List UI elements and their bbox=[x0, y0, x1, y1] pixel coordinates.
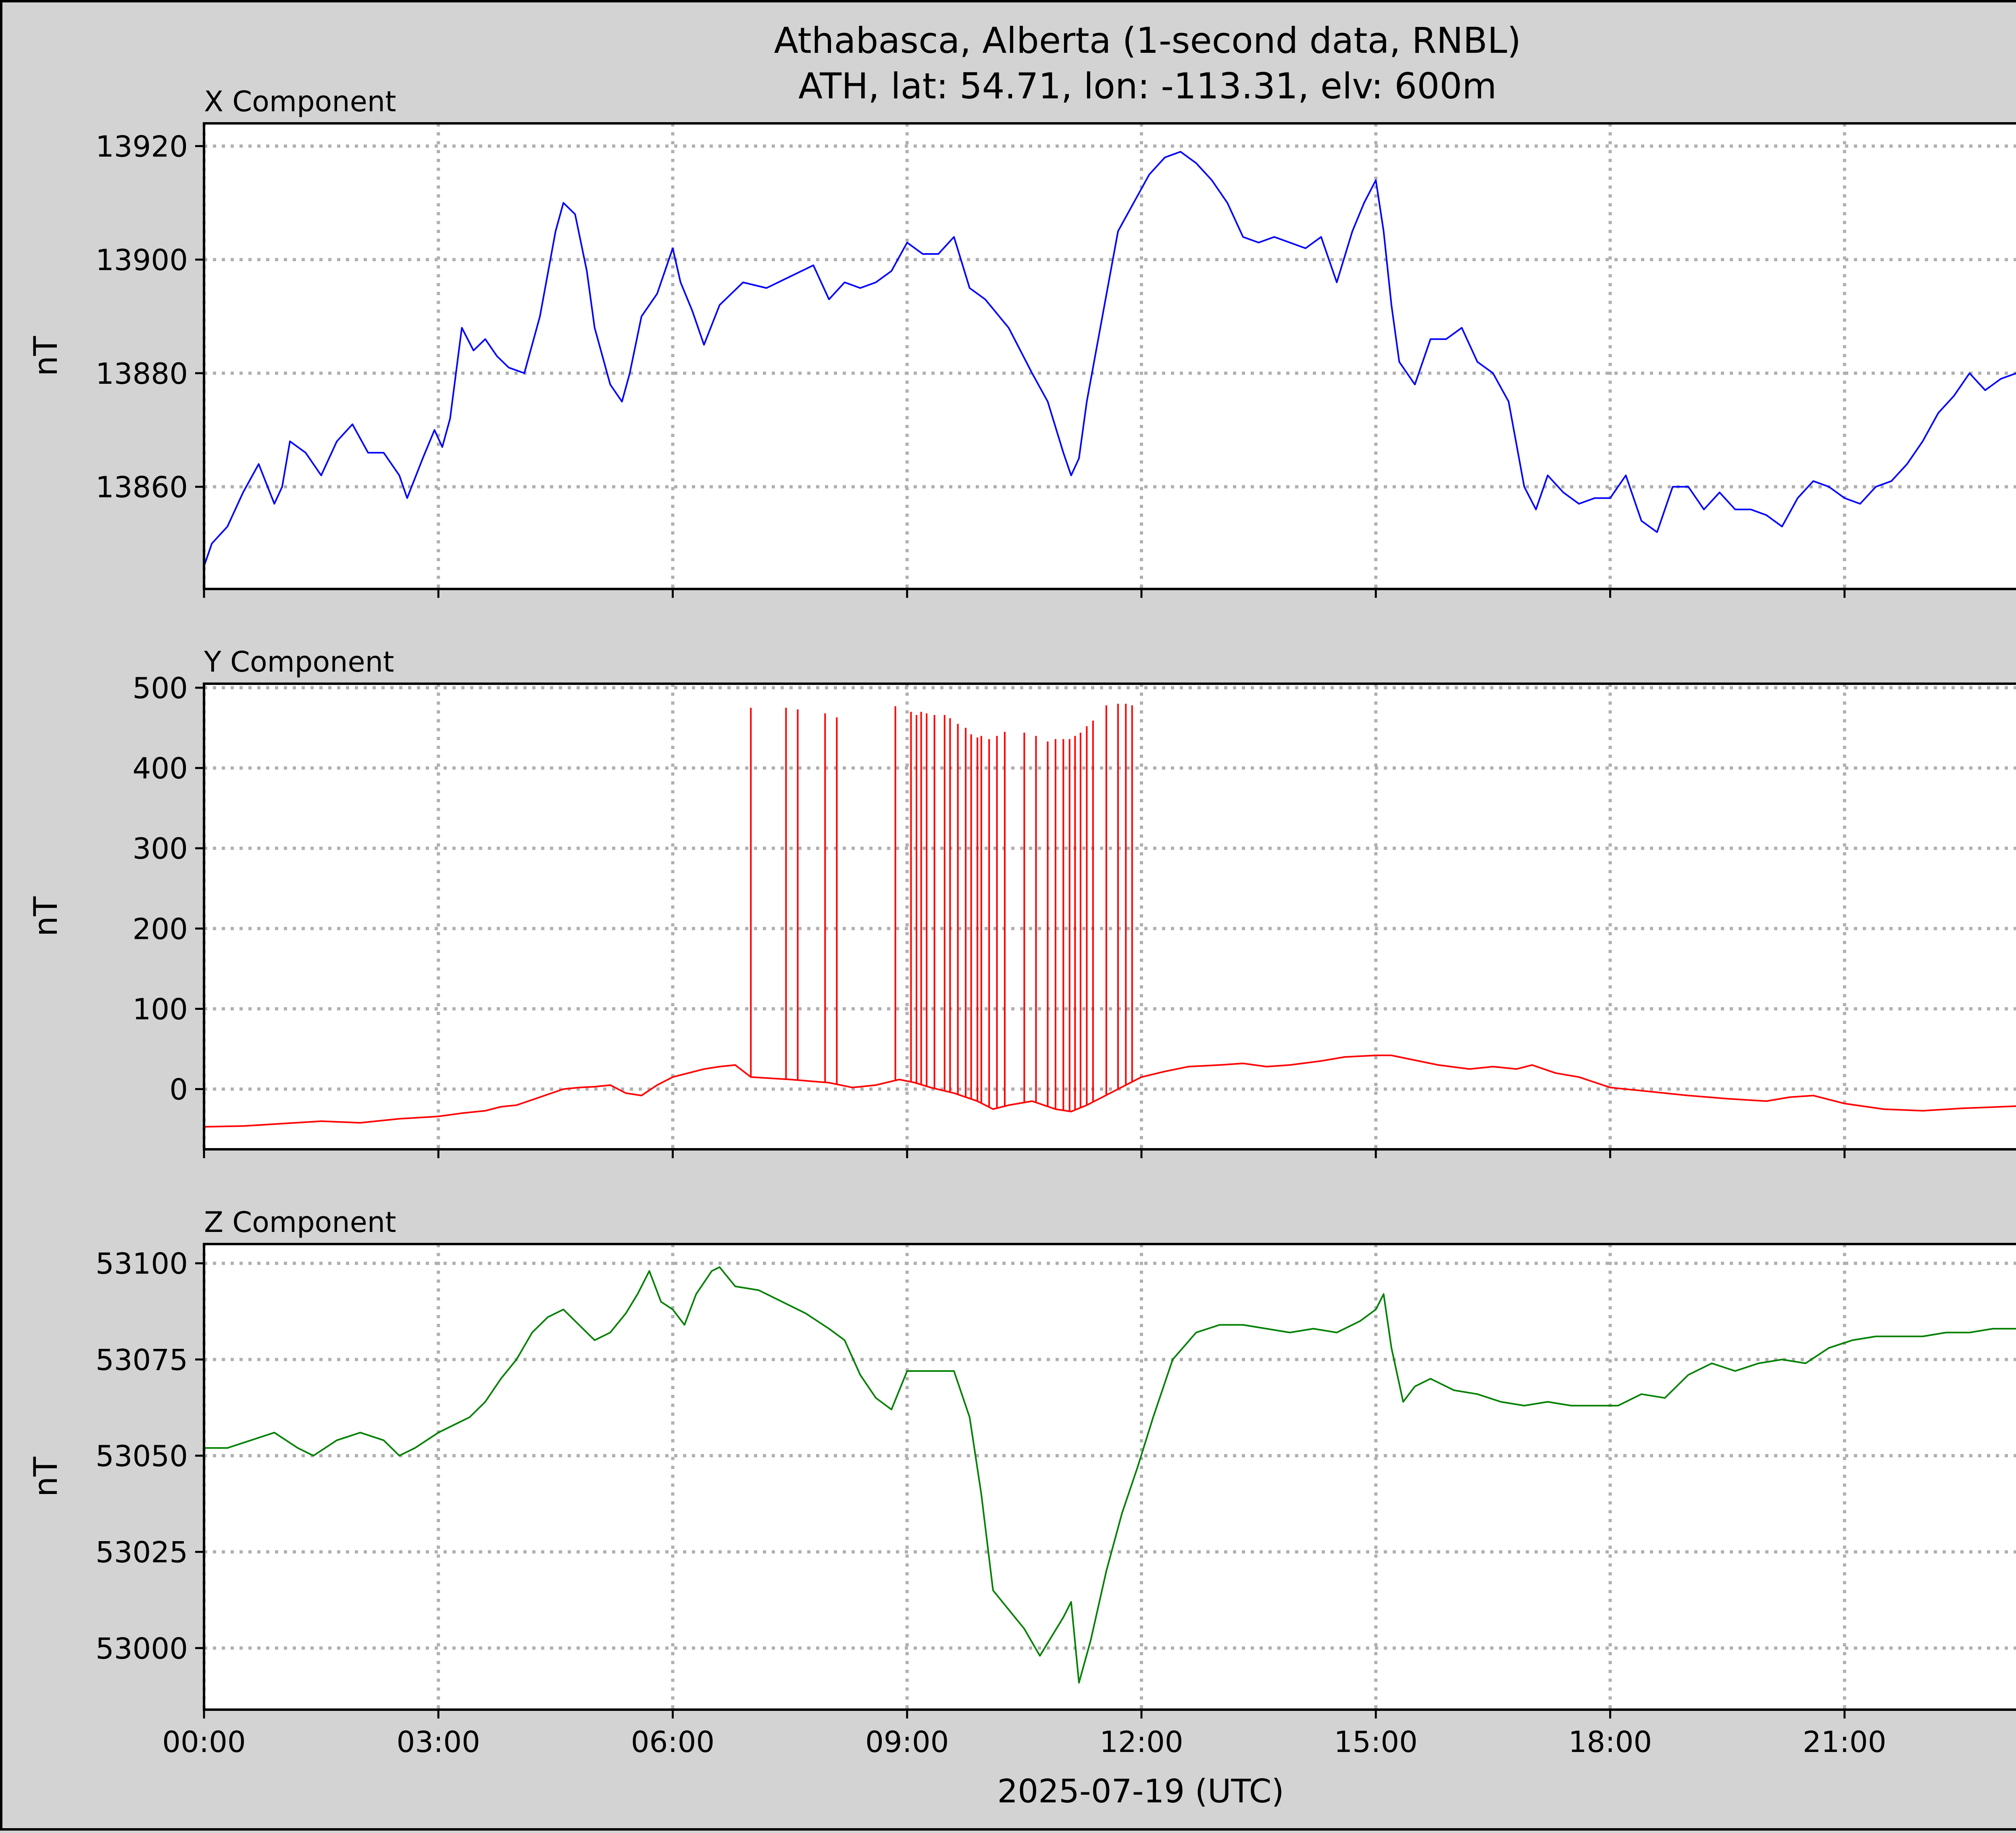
panels: 13860 13880 13900 13920 X Component nT 0 100 200… bbox=[27, 85, 2016, 1759]
y-tick-label: 53075 bbox=[96, 1343, 188, 1377]
series-line bbox=[203, 151, 2016, 567]
x-tick-label: 21:00 bbox=[1803, 1725, 1887, 1759]
y-tick-label: 13880 bbox=[96, 357, 188, 391]
chart-subtitle: ATH, lat: 54.71, lon: -113.31, elv: 600m bbox=[798, 65, 1497, 107]
panel-1: 13860 13880 13900 13920 X Component nT bbox=[27, 85, 2016, 598]
y-tick-label: 53025 bbox=[96, 1535, 188, 1569]
x-tick-label: 00:00 bbox=[162, 1725, 246, 1759]
panel-2: 0 100 200 300 400 500 Y Component nT bbox=[27, 645, 2016, 1158]
y-axis-label: nT bbox=[27, 1456, 65, 1497]
y-tick-label: 13920 bbox=[96, 129, 188, 163]
plot-area bbox=[204, 684, 2016, 1149]
y-tick-label: 13900 bbox=[96, 243, 188, 277]
plot-frame bbox=[203, 122, 2016, 590]
plot-frame bbox=[203, 1243, 2016, 1711]
series-line bbox=[204, 1266, 2016, 1684]
x-axis-label: 2025-07-19 (UTC) bbox=[997, 1773, 1284, 1810]
chart-title: Athabasca, Alberta (1-second data, RNBL) bbox=[774, 20, 1521, 61]
y-tick-label: 53050 bbox=[96, 1439, 188, 1473]
panel-title: Y Component bbox=[204, 645, 394, 678]
y-tick-label: 53000 bbox=[96, 1631, 188, 1665]
y-tick-label: 100 bbox=[133, 992, 188, 1026]
panel-title: X Component bbox=[204, 85, 396, 118]
x-tick-label: 09:00 bbox=[865, 1725, 949, 1759]
plot-frame bbox=[203, 682, 2016, 1151]
x-tick-label: 06:00 bbox=[631, 1725, 715, 1759]
y-axis-label: nT bbox=[27, 336, 65, 377]
y-tick-label: 13860 bbox=[96, 470, 188, 504]
x-tick-label: 12:00 bbox=[1100, 1725, 1183, 1759]
x-tick-label: 15:00 bbox=[1334, 1725, 1418, 1759]
plot-area bbox=[204, 1244, 2016, 1710]
panel-title: Z Component bbox=[204, 1206, 396, 1239]
panel-3: 00:00 03:00 06:00 09:00 12:00 15:00 18:00 21:00… bbox=[27, 1206, 2016, 1759]
x-tick-label: 03:00 bbox=[397, 1725, 481, 1759]
x-tick-label: 18:00 bbox=[1568, 1725, 1652, 1759]
y-tick-label: 300 bbox=[133, 832, 188, 866]
y-tick-label: 400 bbox=[133, 751, 188, 785]
y-tick-label: 0 bbox=[169, 1073, 188, 1107]
y-tick-label: 200 bbox=[133, 912, 188, 946]
plot-area bbox=[204, 123, 2016, 589]
y-tick-label: 500 bbox=[133, 671, 188, 705]
y-axis-label: nT bbox=[27, 896, 65, 937]
y-tick-label: 53100 bbox=[96, 1247, 188, 1281]
